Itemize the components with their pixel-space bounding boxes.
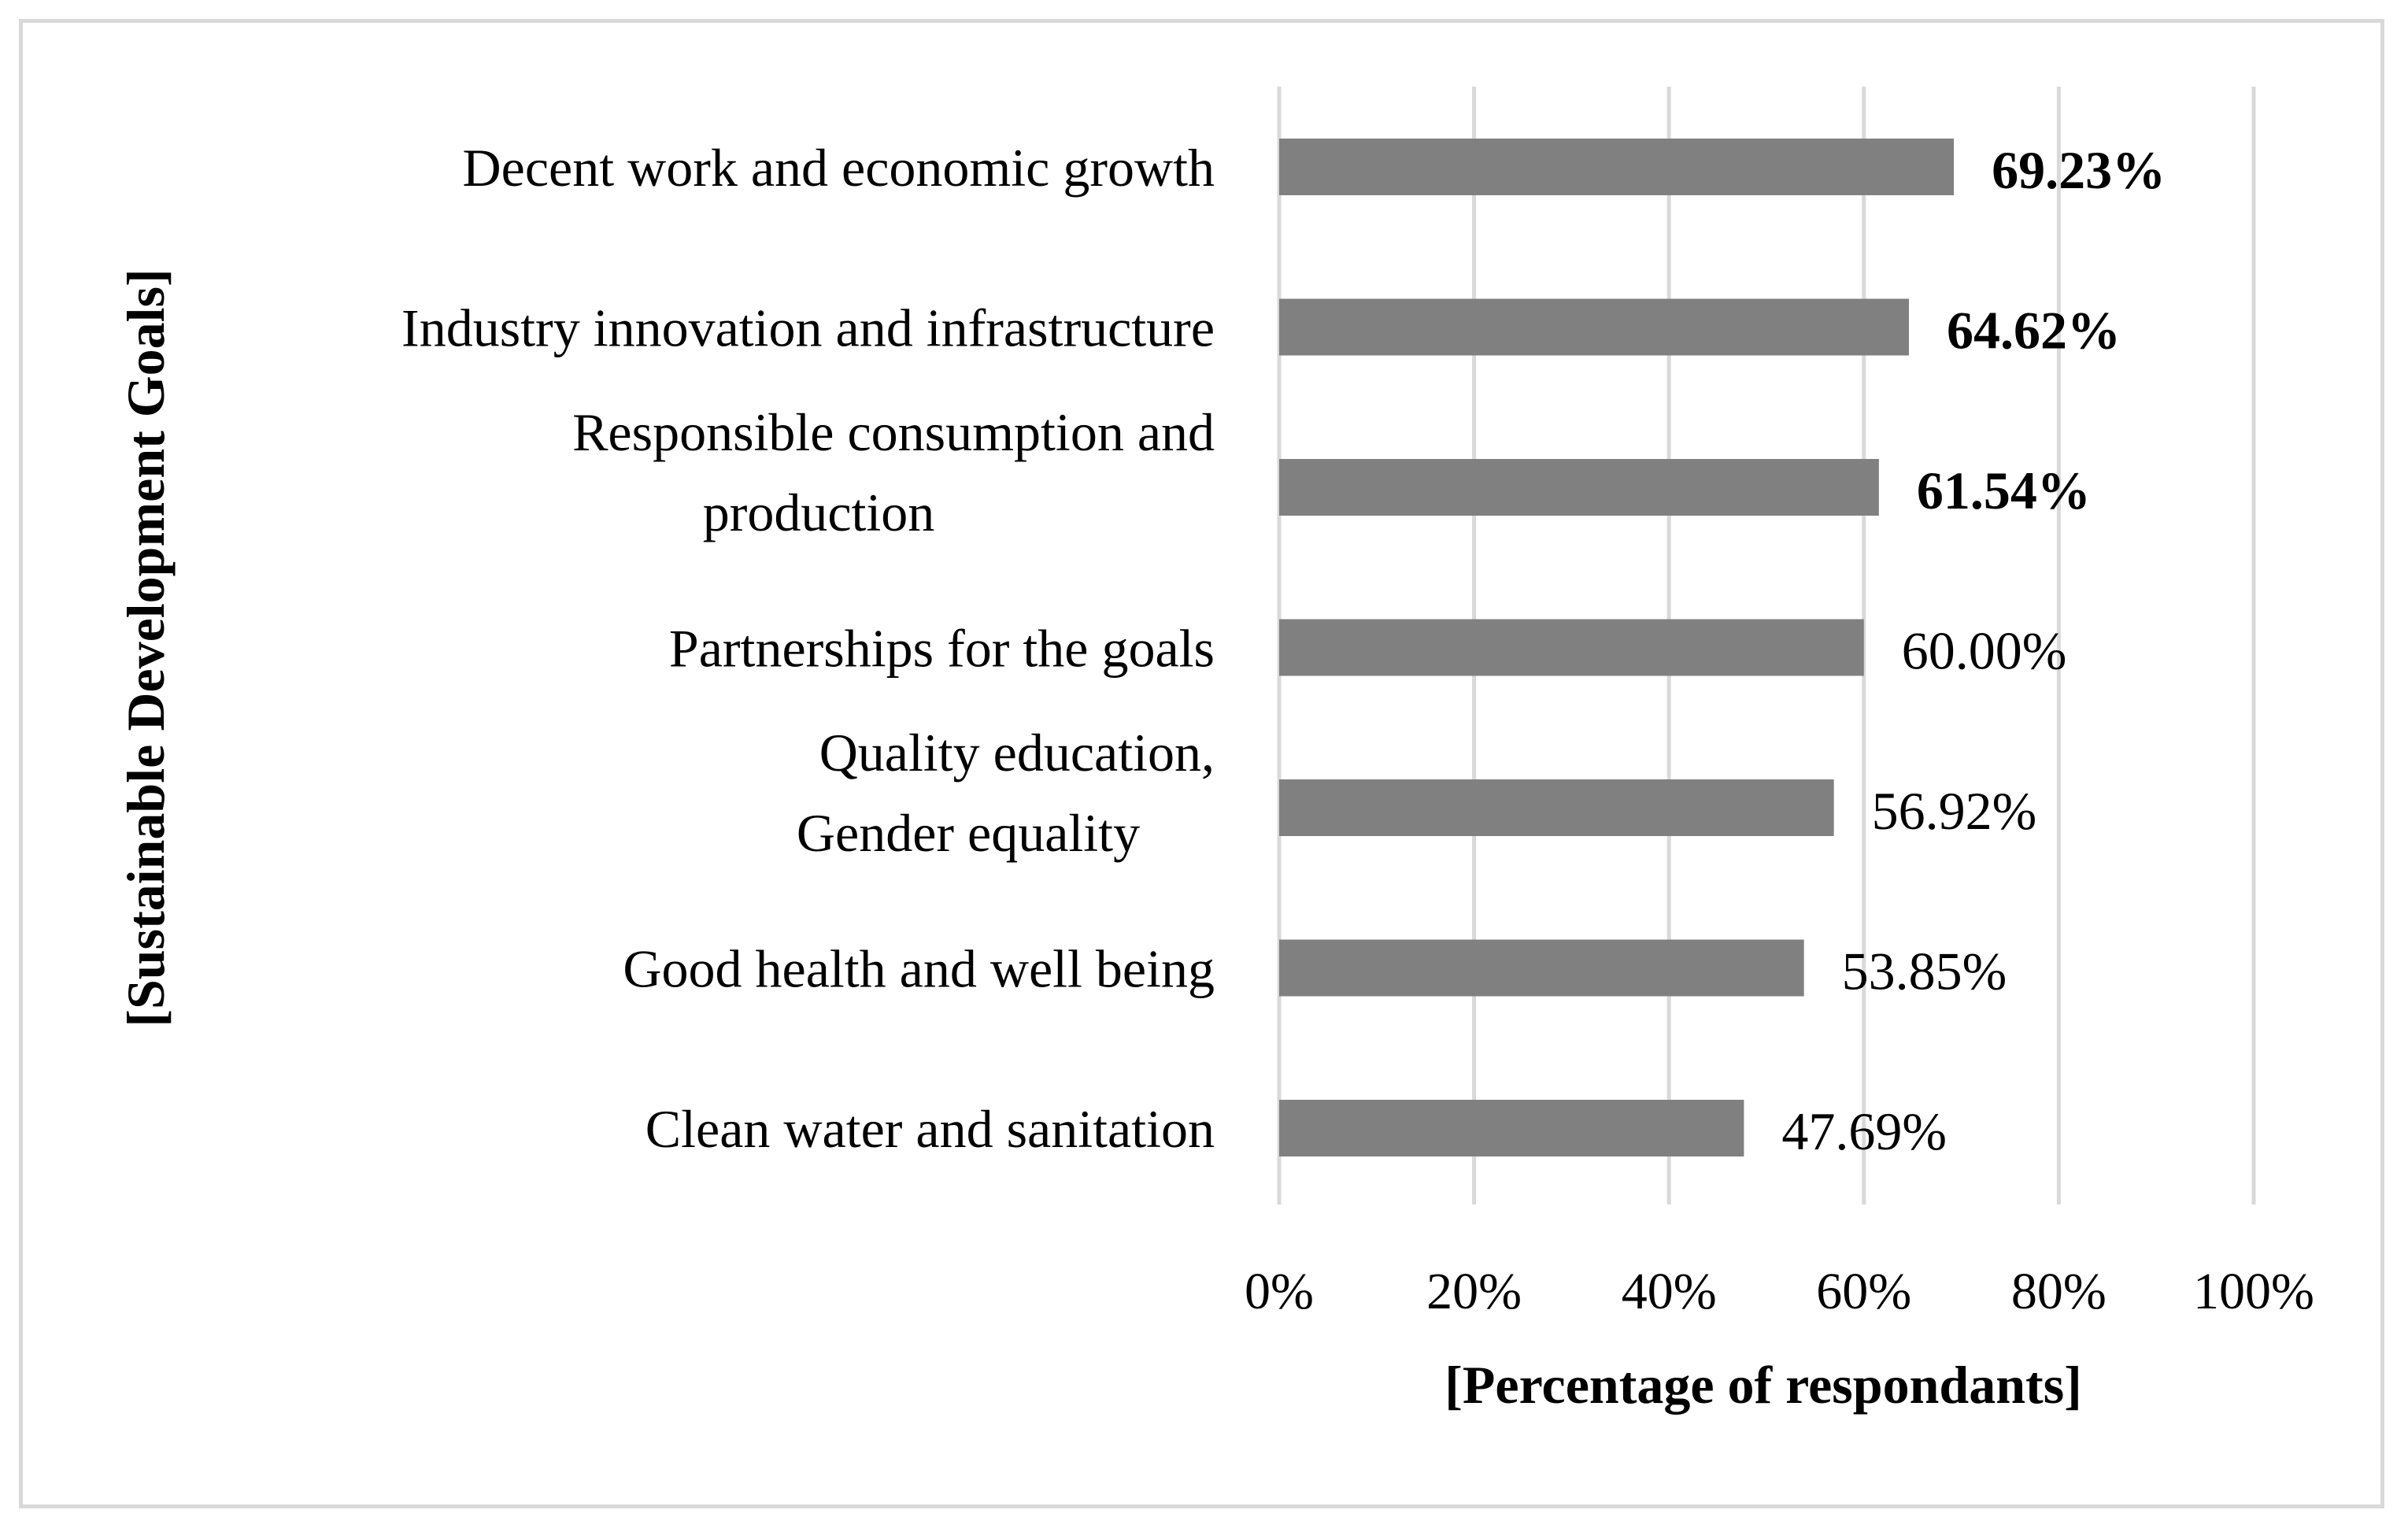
x-tick-label: 100% — [2193, 1263, 2314, 1320]
category-label: Industry innovation and infrastructure — [401, 298, 1215, 358]
x-tick-label: 40% — [1622, 1263, 1717, 1320]
bar — [1279, 139, 1955, 195]
x-tick-label: 60% — [1816, 1263, 1911, 1320]
value-label: 53.85% — [1842, 942, 2007, 1001]
category-label: Responsible consumption and — [572, 402, 1215, 462]
bar — [1279, 1100, 1744, 1156]
bar — [1279, 939, 1804, 997]
y-axis-title: [Sustainable Development Goals] — [116, 268, 176, 1027]
value-label: 69.23% — [1992, 140, 2166, 200]
bar — [1279, 779, 1834, 836]
category-label: Good health and well being — [623, 939, 1215, 999]
category-label: Clean water and sanitation — [645, 1099, 1215, 1159]
value-label: 61.54% — [1917, 461, 2091, 520]
category-label: Gender equality — [797, 803, 1140, 863]
chart-frame — [19, 19, 2384, 1508]
x-tick-label: 20% — [1426, 1263, 1522, 1320]
value-label: 56.92% — [1872, 781, 2037, 841]
category-label: production — [703, 483, 935, 542]
value-label: 64.62% — [1947, 301, 2121, 361]
bar — [1279, 459, 1879, 516]
x-tick-label: 80% — [2011, 1263, 2107, 1320]
category-label: Quality education, — [819, 723, 1215, 783]
category-label: Partnerships for the goals — [669, 619, 1215, 679]
bar — [1279, 298, 1909, 356]
category-label: Decent work and economic growth — [463, 138, 1215, 198]
bar — [1279, 619, 1864, 676]
value-label: 47.69% — [1781, 1101, 1947, 1161]
x-tick-label: 0% — [1245, 1263, 1314, 1320]
value-label: 60.00% — [1902, 621, 2067, 681]
x-axis-title: [Percentage of respondants] — [1444, 1355, 2082, 1415]
